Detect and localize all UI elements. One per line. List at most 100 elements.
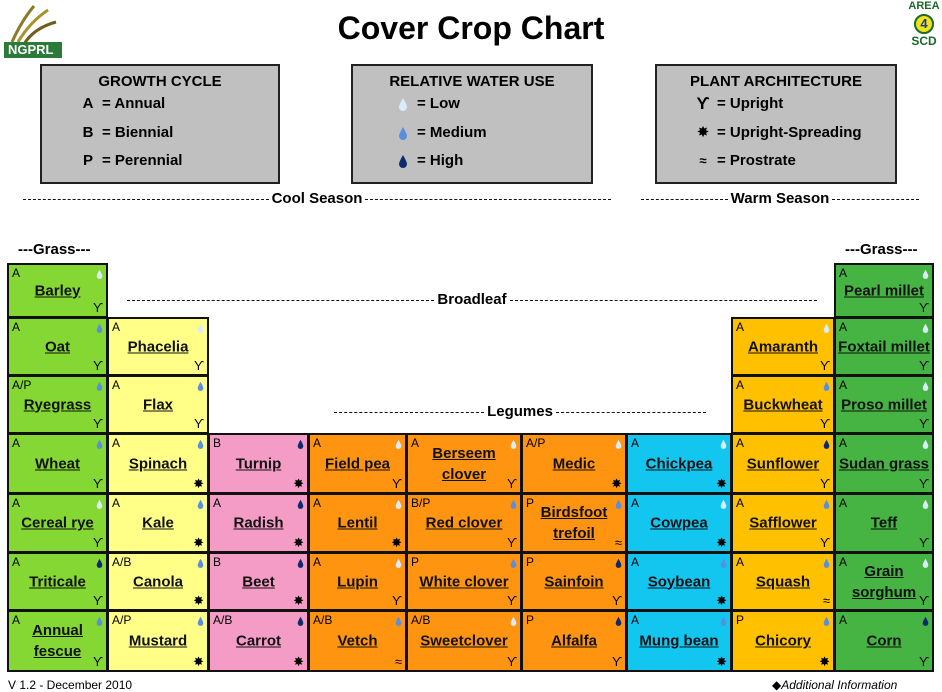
crop-name-link[interactable]: Radish: [233, 514, 284, 532]
crop-name-link[interactable]: Buckwheat: [743, 396, 823, 413]
upright-icon: ϒ: [918, 476, 929, 491]
crop-cell[interactable]: A Field pea ϒ: [308, 433, 407, 494]
crop-name-link[interactable]: Pearl millet: [843, 282, 925, 299]
crop-cell[interactable]: P White clover ϒ: [406, 552, 522, 611]
additional-info-link[interactable]: ◆Additional Information: [772, 678, 897, 692]
crop-name-link[interactable]: Sainfoin: [544, 573, 604, 590]
crop-name-link[interactable]: Lentil: [337, 514, 378, 532]
crop-name-link[interactable]: Chicory: [755, 632, 811, 650]
crop-name-link[interactable]: Beet: [242, 573, 275, 590]
crop-cell[interactable]: A Phacelia ϒ: [107, 317, 209, 376]
crop-name-link[interactable]: Sunflower: [746, 455, 820, 472]
crop-name-link[interactable]: Spinach: [128, 455, 188, 472]
crop-name-link[interactable]: Safflower: [749, 514, 817, 532]
crop-name-link[interactable]: Corn: [866, 632, 902, 650]
crop-cell[interactable]: A Spinach ✸: [107, 433, 209, 494]
crop-name-link[interactable]: Soybean: [647, 573, 711, 590]
crop-cell[interactable]: P Birdsfoot trefoil ≈: [521, 493, 627, 553]
crop-cell[interactable]: A Kale ✸: [107, 493, 209, 553]
crop-name-link[interactable]: Birdsfoot trefoil: [540, 504, 608, 542]
crop-cell[interactable]: A Foxtail millet ϒ: [834, 317, 934, 376]
growth-cycle-code: A/P: [12, 378, 32, 392]
crop-name-link[interactable]: Proso millet: [841, 396, 927, 413]
crop-cell[interactable]: A Teff ϒ: [834, 493, 934, 553]
crop-cell[interactable]: A Sunflower ϒ: [731, 433, 835, 494]
crop-cell[interactable]: A/P Medic ✸: [521, 433, 627, 494]
crop-name-link[interactable]: Mustard: [128, 632, 188, 650]
crop-name-link[interactable]: Turnip: [235, 455, 282, 472]
crop-cell[interactable]: A Annual fescue ϒ: [7, 610, 108, 672]
crop-cell[interactable]: A Safflower ϒ: [731, 493, 835, 553]
crop-cell[interactable]: A Lupin ϒ: [308, 552, 407, 611]
crop-cell[interactable]: A Oat ϒ: [7, 317, 108, 376]
water-drop-medium-icon: [720, 616, 727, 626]
crop-name-link[interactable]: Alfalfa: [551, 632, 597, 650]
crop-name-link[interactable]: Vetch: [337, 632, 378, 650]
crop-cell[interactable]: A Cowpea ✸: [626, 493, 732, 553]
crop-name-link[interactable]: Medic: [552, 455, 596, 472]
crop-cell[interactable]: A Pearl millet ϒ: [834, 263, 934, 318]
crop-name-link[interactable]: Annual fescue: [32, 622, 83, 660]
crop-name-link[interactable]: Grain sorghum: [851, 562, 917, 601]
crop-cell[interactable]: A/B Canola ✸: [107, 552, 209, 611]
crop-name-link[interactable]: Carrot: [235, 632, 281, 650]
crop-name-link[interactable]: Sweetclover: [420, 632, 508, 650]
crop-cell[interactable]: A/P Ryegrass ϒ: [7, 375, 108, 434]
crop-cell[interactable]: A/B Carrot ✸: [208, 610, 309, 672]
crop-cell[interactable]: A/B Sweetclover ϒ: [406, 610, 522, 672]
crop-name-link[interactable]: Flax: [142, 396, 173, 413]
crop-cell[interactable]: P Sainfoin ϒ: [521, 552, 627, 611]
water-drop-medium-icon: [96, 323, 103, 333]
crop-cell[interactable]: A/P Mustard ✸: [107, 610, 209, 672]
crop-cell[interactable]: A/B Vetch ≈: [308, 610, 407, 672]
crop-name-link[interactable]: Barley: [34, 282, 81, 299]
crop-name-link[interactable]: Teff: [870, 514, 898, 532]
crop-cell[interactable]: A Buckwheat ϒ: [731, 375, 835, 434]
crop-name-link[interactable]: Cereal rye: [21, 514, 94, 532]
crop-cell[interactable]: A Mung bean ✸: [626, 610, 732, 672]
crop-cell[interactable]: A Radish ✸: [208, 493, 309, 553]
crop-name-link[interactable]: Kale: [142, 514, 174, 532]
crop-name-link[interactable]: Wheat: [35, 455, 80, 472]
crop-name-link[interactable]: Mung bean: [639, 632, 719, 650]
crop-cell[interactable]: B Beet ✸: [208, 552, 309, 611]
crop-name-link[interactable]: Field pea: [324, 455, 391, 472]
crop-name-link[interactable]: Foxtail millet: [838, 338, 930, 355]
crop-cell[interactable]: P Alfalfa ϒ: [521, 610, 627, 672]
crop-cell[interactable]: A Barley ϒ: [7, 263, 108, 318]
crop-name-link[interactable]: Chickpea: [645, 455, 713, 472]
crop-cell[interactable]: A Grain sorghum ϒ: [834, 552, 934, 611]
crop-cell[interactable]: B Turnip ✸: [208, 433, 309, 494]
crop-name-link[interactable]: Squash: [755, 573, 811, 590]
upright-icon: ϒ: [918, 535, 929, 550]
upright-icon: ϒ: [92, 300, 103, 315]
crop-cell[interactable]: A Amaranth ϒ: [731, 317, 835, 376]
crop-name-link[interactable]: Oat: [44, 338, 70, 355]
crop-name-link[interactable]: Red clover: [425, 514, 503, 532]
crop-name-link[interactable]: Canola: [132, 573, 183, 590]
crop-name-link[interactable]: Phacelia: [127, 338, 189, 355]
crop-name-link[interactable]: Cowpea: [650, 514, 708, 532]
crop-cell[interactable]: B/P Red clover ϒ: [406, 493, 522, 553]
crop-cell[interactable]: A Corn ϒ: [834, 610, 934, 672]
crop-cell[interactable]: A Soybean ✸: [626, 552, 732, 611]
crop-name-link[interactable]: Triticale: [29, 573, 86, 590]
crop-cell[interactable]: A Berseem clover ϒ: [406, 433, 522, 494]
crop-name-link[interactable]: Sudan grass: [838, 455, 930, 472]
crop-name-link[interactable]: Lupin: [337, 573, 378, 590]
crop-name-link[interactable]: White clover: [419, 573, 509, 590]
crop-cell[interactable]: A Lentil ✸: [308, 493, 407, 553]
crop-name-link[interactable]: Berseem clover: [432, 444, 496, 483]
crop-cell[interactable]: A Flax ϒ: [107, 375, 209, 434]
crop-cell[interactable]: A Triticale ϒ: [7, 552, 108, 611]
crop-cell[interactable]: A Sudan grass ϒ: [834, 433, 934, 494]
crop-cell[interactable]: P Chicory ✸: [731, 610, 835, 672]
crop-name-link[interactable]: Ryegrass: [23, 396, 92, 413]
crop-cell[interactable]: A Proso millet ϒ: [834, 375, 934, 434]
crop-cell[interactable]: A Squash ≈: [731, 552, 835, 611]
crop-cell[interactable]: A Wheat ϒ: [7, 433, 108, 494]
crop-name-link[interactable]: Amaranth: [747, 338, 818, 355]
crop-cell[interactable]: A Chickpea ✸: [626, 433, 732, 494]
crop-cell[interactable]: A Cereal rye ϒ: [7, 493, 108, 553]
growth-cycle-code: A: [112, 378, 121, 392]
